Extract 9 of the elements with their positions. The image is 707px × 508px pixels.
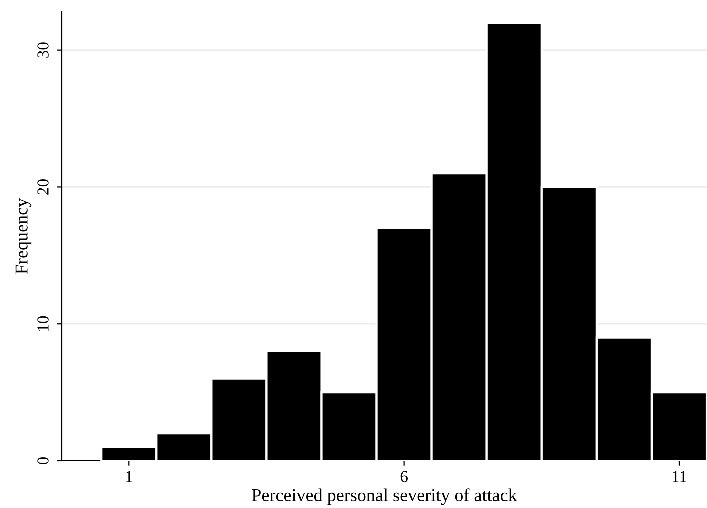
y-tick-label: 10: [38, 316, 49, 331]
x-tick-label: 1: [126, 471, 132, 482]
x-tick-label: 11: [672, 471, 687, 482]
x-axis-title: Perceived personal severity of attack: [252, 488, 518, 506]
y-tick-label: 30: [38, 42, 49, 58]
y-axis-title: Frequency: [16, 198, 32, 274]
y-tick-label: 20: [38, 180, 49, 195]
y-tick-label: 0: [38, 457, 49, 465]
x-tick-label: 6: [400, 471, 408, 482]
